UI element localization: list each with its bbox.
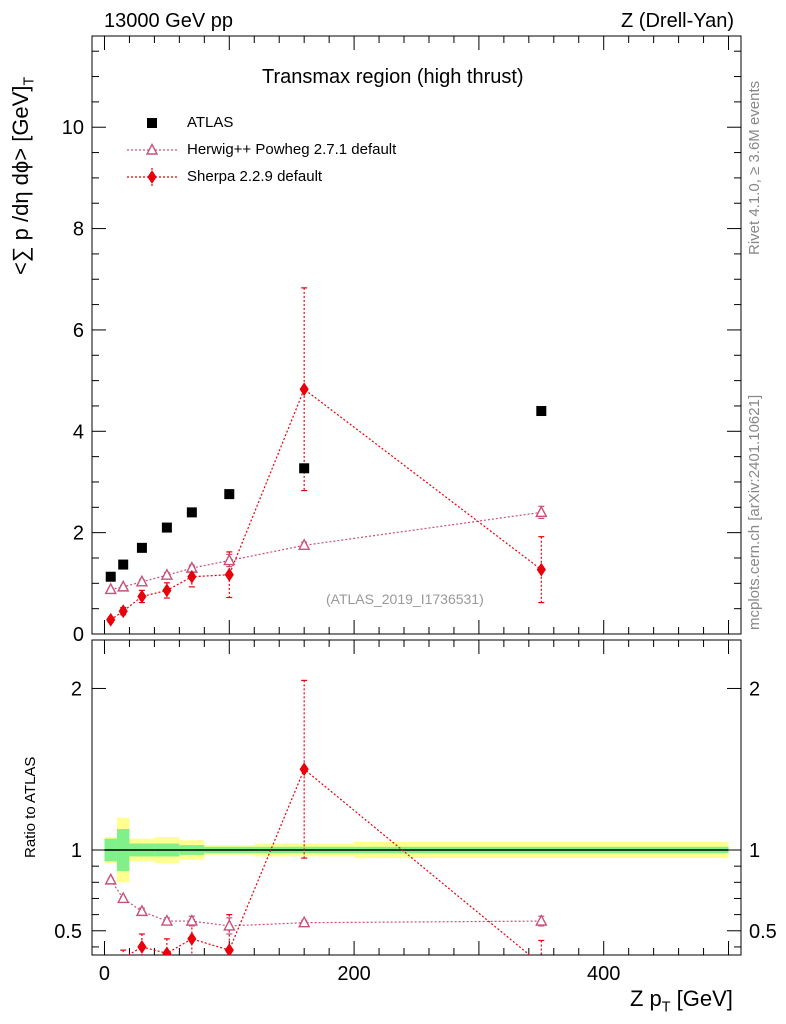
herwig-point (535, 505, 548, 518)
legend-label-atlas: ATLAS (187, 114, 234, 131)
y-tick-label-main: 0 (73, 624, 84, 646)
ratio-frame (91, 639, 742, 956)
y-tick-label-ratio-right: 0.5 (749, 921, 777, 943)
y-axis-label-sub: T (21, 76, 38, 86)
x-axis-label-unit: [GeV] (676, 986, 733, 1011)
herwig-ratio-point (298, 915, 311, 928)
herwig-ratio-point (535, 914, 548, 926)
y-tick-label-ratio-right: 2 (749, 678, 760, 700)
herwig-ratio-point (185, 914, 199, 926)
atlas-point (299, 463, 310, 474)
ratio-series-group (104, 679, 548, 955)
y-tick-label-ratio-right: 1 (749, 840, 760, 862)
y-axis-label-text: <∑ p /dη dϕ> [GeV] (8, 85, 33, 275)
chart-title: Transmax region (high thrust) (262, 66, 524, 88)
x-axis-label-sub: T (661, 999, 671, 1016)
herwig-ratio-point (117, 891, 130, 904)
y-tick-label-main: 6 (73, 320, 84, 342)
analysis-watermark: (ATLAS_2019_I1736531) (326, 591, 484, 607)
herwig-ratio-line (110, 879, 542, 927)
y-tick-label-main: 4 (73, 421, 84, 443)
sherpa-ratio-line (127, 768, 531, 955)
x-tick-label: 200 (337, 963, 370, 985)
herwig-point (160, 568, 174, 580)
y-tick-label-ratio: 2 (71, 678, 82, 700)
herwig-point (117, 579, 130, 592)
y-tick-label-main: 8 (73, 219, 84, 241)
herwig-ratio-point (135, 904, 149, 917)
sherpa-point (187, 569, 197, 584)
herwig-point (135, 574, 149, 587)
legend-marker-sherpa (147, 170, 157, 184)
sherpa-point (224, 567, 234, 582)
atlas-point (136, 542, 147, 553)
sherpa-ratio-point (224, 943, 234, 955)
x-axis-label: Z pT [GeV] (630, 986, 733, 1015)
header-energy: 13000 GeV pp (104, 10, 233, 32)
mcplots-label: mcplots.cern.ch [arXiv:2401.10621] (746, 394, 763, 630)
x-axis-label-text: Z p (630, 986, 662, 1011)
atlas-point (118, 559, 129, 570)
y-axis-label-ratio: Ratio to ATLAS (22, 756, 39, 858)
sherpa-ratio-point (299, 762, 309, 777)
sherpa-point (106, 612, 116, 627)
main-frame (91, 35, 742, 635)
legend-label-sherpa: Sherpa 2.2.9 default (187, 168, 323, 185)
herwig-ratio-point (104, 872, 117, 885)
herwig-point (298, 538, 311, 551)
sherpa-line (110, 388, 542, 621)
y-tick-label-ratio: 0.5 (54, 921, 82, 943)
main-series-group (104, 287, 548, 627)
atlas-point (224, 489, 235, 500)
atlas-point (161, 522, 172, 533)
y-tick-label-ratio: 1 (71, 840, 82, 862)
y-tick-label-main: 2 (73, 523, 84, 545)
y-tick-label-main: 10 (62, 117, 84, 139)
sherpa-point (137, 589, 147, 604)
y-axis-label-main: <∑ p /dη dϕ> [GeV]T (8, 77, 37, 275)
rivet-version-label: Rivet 4.1.0, ≥ 3.6M events (746, 80, 763, 255)
x-tick-label: 400 (587, 963, 620, 985)
herwig-ratio-point (160, 914, 174, 926)
header-process: Z (Drell-Yan) (621, 10, 734, 32)
sherpa-point (299, 382, 309, 397)
herwig-point (223, 553, 236, 566)
herwig-line (110, 511, 542, 590)
sherpa-ratio-point (137, 940, 147, 954)
legend-marker-herwig (145, 142, 159, 155)
legend-marker-atlas (147, 118, 157, 128)
sherpa-point (162, 583, 172, 598)
sherpa-ratio-point (162, 946, 172, 955)
x-tick-label: 0 (99, 963, 110, 985)
herwig-ratio-point (223, 918, 236, 931)
legend-label-herwig: Herwig++ Powheg 2.7.1 default (187, 141, 397, 158)
sherpa-point (536, 562, 546, 577)
herwig-point (104, 582, 117, 595)
sherpa-point (118, 604, 128, 619)
atlas-point (536, 406, 547, 417)
atlas-point (105, 571, 116, 582)
sherpa-ratio-point (187, 931, 197, 946)
atlas-point (186, 507, 197, 518)
